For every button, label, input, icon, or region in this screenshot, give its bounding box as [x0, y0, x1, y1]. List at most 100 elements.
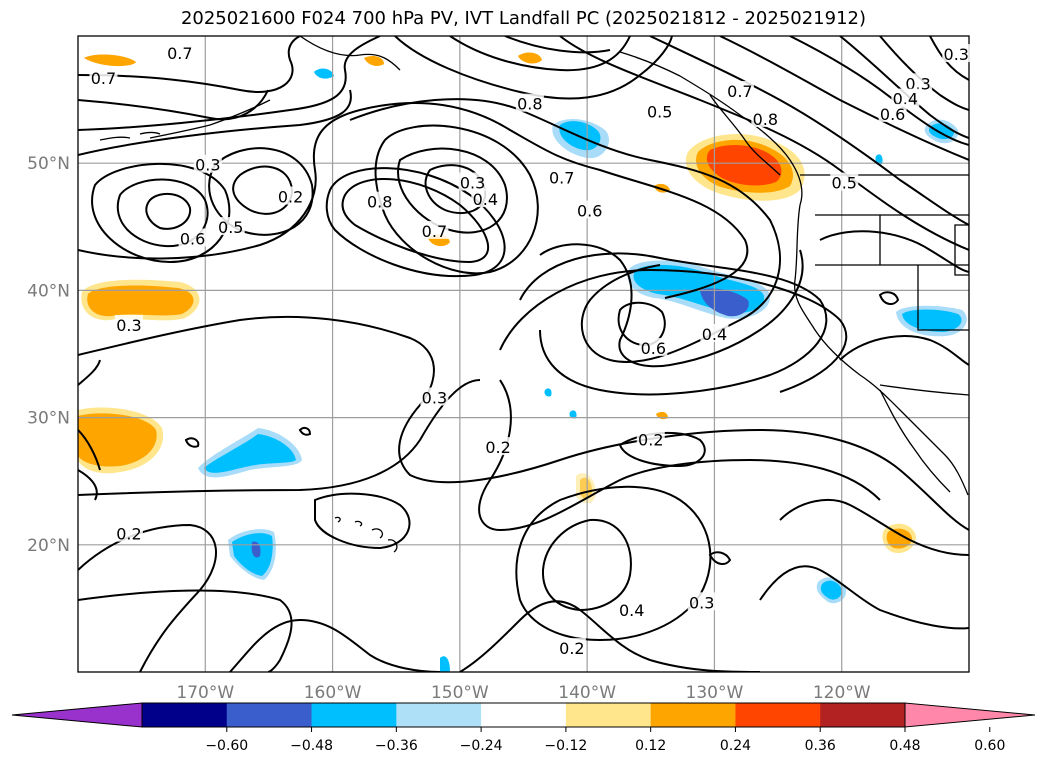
contour-label-bg	[420, 220, 449, 239]
contour-line	[78, 89, 269, 121]
contour-label: 0.3	[422, 389, 447, 408]
shading-negative-small	[440, 656, 450, 672]
contour-label-bg	[639, 337, 668, 356]
contour-label-bg	[114, 523, 143, 542]
contour-line	[232, 165, 294, 215]
coastline-us-west	[793, 204, 969, 496]
contour-line	[78, 36, 301, 93]
contour-line	[839, 36, 969, 139]
colorbar-bin	[226, 703, 313, 727]
contour-label: 0.7	[422, 222, 447, 241]
shading-negative-small	[314, 68, 334, 79]
contour-line	[394, 36, 673, 100]
pv-contours	[78, 36, 969, 672]
colorbar-tick-label: 0.60	[974, 738, 1005, 754]
colorbar-tick-label: −0.24	[460, 738, 503, 754]
lat-tick-label: 20°N	[27, 536, 70, 556]
shading-positive-orange	[78, 413, 157, 467]
contour-label: 0.7	[167, 44, 192, 63]
shading-negative-medium	[700, 288, 749, 317]
contour-label: 0.2	[485, 438, 510, 457]
colorbar-tick-label: −0.36	[375, 738, 418, 754]
axis-tick-labels: 170°W 160°W 150°W 140°W 130°W 120°W 20°N 30°N 40…	[27, 154, 871, 703]
contour-line	[91, 162, 231, 264]
colorbar-tick-label: 0.12	[635, 738, 666, 754]
contour-label-bg	[904, 73, 933, 92]
contour-label: 0.5	[647, 102, 672, 121]
contour-label-bg	[942, 44, 971, 63]
contour-label-bg	[891, 88, 920, 107]
contour-label: 0.4	[702, 325, 727, 344]
border-us-mexico	[879, 384, 969, 396]
contour-label-bg	[114, 315, 143, 334]
shading-positive-orange	[87, 285, 194, 317]
coastline-aleutians	[99, 131, 161, 141]
coastline-bc	[709, 94, 781, 176]
contour-line	[78, 315, 969, 531]
contour-label: 0.2	[638, 430, 663, 449]
lon-tick-label: 150°W	[431, 683, 489, 703]
contour-label: 0.6	[577, 202, 602, 221]
colorbar-extend-max	[904, 702, 1036, 728]
contour-label-bg	[458, 172, 487, 191]
contour-line	[78, 589, 293, 672]
contour-label-bg	[216, 217, 245, 236]
contour-line	[341, 178, 489, 264]
colorbar-tick-label: −0.12	[544, 738, 587, 754]
colorbar-frame	[141, 702, 906, 728]
contour-line	[449, 36, 631, 72]
contour-label-bg	[575, 200, 604, 219]
contour-label: 0.5	[218, 218, 243, 237]
contour-label: 0.7	[91, 69, 116, 88]
shading-negative-small	[544, 388, 552, 397]
shading-negative-blue	[232, 533, 273, 576]
coastline-alaska-peninsula	[149, 99, 271, 139]
contour-line	[759, 565, 969, 630]
contour-line	[145, 192, 192, 230]
contour-line	[559, 36, 969, 251]
shading-positive-small	[364, 56, 384, 66]
contour-line	[78, 101, 749, 299]
coastline-alaska	[299, 36, 401, 71]
contour-label-bg	[700, 323, 729, 342]
colorbar: −0.60 −0.48 −0.36 −0.24 −0.12 0.12 0.24 0.36 0.4…	[11, 702, 1036, 754]
contour-line	[184, 437, 200, 448]
contour-label: 0.8	[753, 110, 778, 129]
gridlines	[78, 36, 969, 672]
contour-label: 0.4	[619, 601, 644, 620]
contour-line	[839, 335, 969, 366]
map-frame	[77, 35, 970, 673]
contour-label: 0.3	[689, 593, 714, 612]
colorbar-bin	[481, 703, 567, 727]
contour-label: 0.4	[473, 190, 498, 209]
contour-label-bg	[878, 103, 907, 122]
contour-label-bg	[276, 186, 305, 205]
contour-line	[478, 379, 881, 532]
contour-label: 0.6	[180, 230, 205, 249]
coastline-hawaii	[334, 516, 398, 553]
contour-line	[504, 36, 611, 54]
contour-line	[325, 167, 506, 278]
contour-label: 0.4	[893, 90, 918, 109]
contour-line	[499, 268, 848, 393]
contour-line	[78, 36, 381, 131]
colorbar-tick-label: −0.60	[205, 738, 248, 754]
contour-line	[78, 359, 101, 386]
contour-label: 0.3	[460, 174, 485, 193]
colorbar-bin	[820, 703, 906, 727]
contour-label: 0.3	[944, 45, 969, 64]
shading-positive-red	[706, 145, 782, 186]
shading-positive-small	[518, 52, 542, 64]
contour-label: 0.7	[727, 82, 752, 101]
contour-label-bg	[471, 189, 500, 208]
shading-positive-orange	[886, 528, 912, 549]
figure-title: 2025021600 F024 700 hPa PV, IVT Landfall…	[180, 8, 867, 29]
lon-tick-label: 130°W	[686, 683, 744, 703]
contour-line	[649, 36, 969, 226]
colorbar-tick-label: 0.24	[720, 738, 751, 754]
lon-tick-label: 170°W	[176, 683, 234, 703]
shading-negative-small	[569, 410, 577, 419]
contour-label-bg	[751, 108, 780, 127]
contour-label-bg	[617, 599, 646, 618]
